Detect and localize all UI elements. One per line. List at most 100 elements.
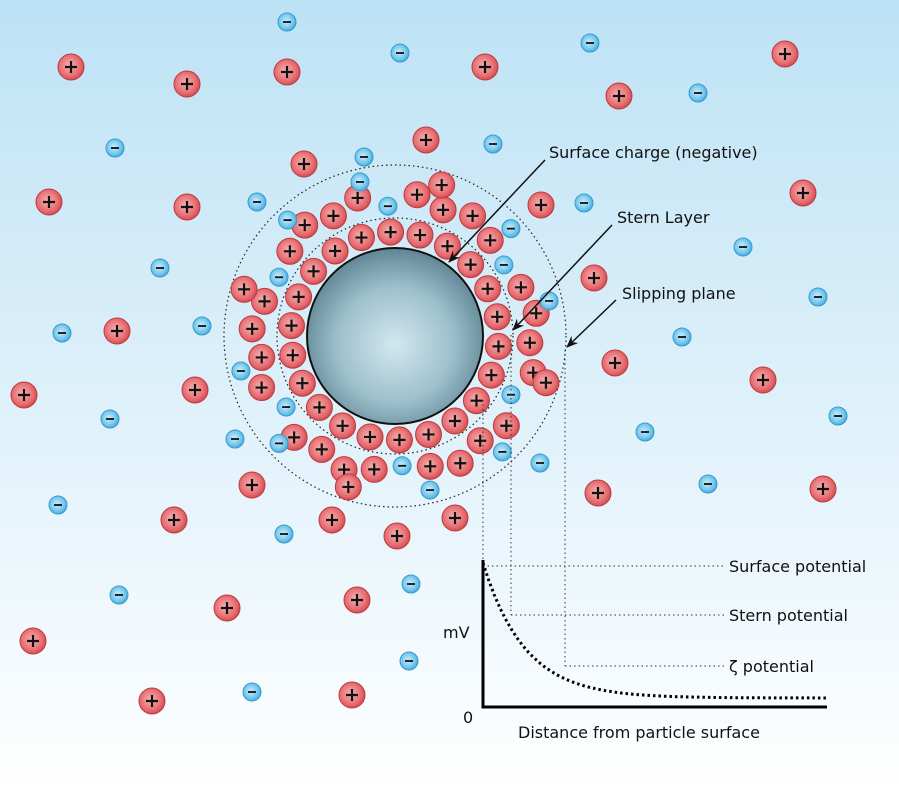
positive-ion: [347, 224, 375, 252]
positive-ion: [483, 303, 511, 331]
negative-ion: [378, 196, 398, 216]
positive-ion: [385, 426, 413, 454]
positive-ion: [230, 275, 258, 303]
negative-ion: [733, 237, 753, 257]
positive-ion: [338, 681, 366, 709]
positive-ion: [19, 627, 47, 655]
positive-ion: [527, 191, 555, 219]
negative-ion: [278, 210, 298, 230]
positive-ion: [160, 506, 188, 534]
positive-ion: [771, 40, 799, 68]
positive-ion: [285, 283, 313, 311]
positive-ion: [290, 150, 318, 178]
negative-ion: [274, 524, 294, 544]
positive-ion: [457, 251, 485, 279]
particle: [306, 247, 484, 425]
negative-ion: [530, 453, 550, 473]
positive-ion: [476, 226, 504, 254]
positive-ion: [279, 341, 307, 369]
negative-ion: [276, 397, 296, 417]
negative-ion: [492, 442, 512, 462]
positive-ion: [329, 412, 357, 440]
positive-ion: [181, 376, 209, 404]
negative-ion: [225, 429, 245, 449]
positive-ion: [441, 407, 469, 435]
positive-ion: [406, 221, 434, 249]
negative-ion: [539, 291, 559, 311]
negative-ion: [635, 422, 655, 442]
x-axis-label: Distance from particle surface: [518, 723, 760, 742]
positive-ion: [474, 275, 502, 303]
positive-ion: [433, 232, 461, 260]
positive-ion: [415, 420, 443, 448]
negative-ion: [242, 682, 262, 702]
negative-ion: [828, 406, 848, 426]
positive-ion: [57, 53, 85, 81]
positive-ion: [507, 273, 535, 301]
positive-ion: [532, 369, 560, 397]
positive-ion: [462, 387, 490, 415]
stern-layer-circle: [276, 217, 514, 455]
positive-ion: [344, 184, 372, 212]
negative-ion: [483, 134, 503, 154]
positive-ion: [251, 287, 279, 315]
positive-ion: [278, 312, 306, 340]
positive-ion: [308, 435, 336, 463]
positive-ion: [789, 179, 817, 207]
surface-charge-label: Surface charge (negative): [549, 143, 758, 162]
positive-ion: [291, 211, 319, 239]
positive-ion: [492, 412, 520, 440]
zeta-potential-label: ζ potential: [729, 657, 814, 676]
positive-ion: [248, 343, 276, 371]
negative-ion: [109, 585, 129, 605]
positive-ion: [601, 349, 629, 377]
potential-graph: mV 0 Distance from particle surface Surf…: [443, 557, 866, 742]
negative-ion: [48, 495, 68, 515]
slipping-plane-label: Slipping plane: [622, 284, 736, 303]
positive-ion: [605, 82, 633, 110]
positive-ion: [428, 171, 456, 199]
positive-ion: [273, 58, 301, 86]
negative-ion: [698, 474, 718, 494]
positive-ion: [383, 522, 411, 550]
positive-ion: [584, 479, 612, 507]
surface-potential-label: Surface potential: [729, 557, 866, 576]
positive-ion: [471, 53, 499, 81]
potential-curve: [481, 562, 826, 700]
negative-ion: [269, 267, 289, 287]
positive-ion: [300, 257, 328, 285]
negative-ion: [574, 193, 594, 213]
negative-ion: [672, 327, 692, 347]
positive-ion: [238, 315, 266, 343]
positive-ion: [343, 586, 371, 614]
positive-ion: [429, 196, 457, 224]
stern-potential-label: Stern potential: [729, 606, 848, 625]
positive-ion: [466, 427, 494, 455]
positive-ion: [319, 202, 347, 230]
positive-ion: [173, 193, 201, 221]
positive-ion: [173, 70, 201, 98]
graph-axes: [481, 560, 827, 709]
positive-ion: [403, 181, 431, 209]
positive-ion: [441, 504, 469, 532]
positive-ion: [321, 237, 349, 265]
negative-ion: [247, 192, 267, 212]
positive-ion: [213, 594, 241, 622]
positive-ion: [459, 202, 487, 230]
positive-ion: [809, 475, 837, 503]
positive-ion: [103, 317, 131, 345]
negative-ion: [277, 12, 297, 32]
projection-lines: [482, 335, 724, 667]
positive-ion: [318, 506, 346, 534]
positive-ion: [238, 471, 266, 499]
positive-ion: [377, 218, 405, 246]
negative-ion: [808, 287, 828, 307]
negative-ion: [390, 43, 410, 63]
negative-ion: [420, 480, 440, 500]
negative-ion: [150, 258, 170, 278]
slipping-plane-arrow: [566, 299, 617, 348]
ions-layer: [10, 12, 848, 715]
y-axis-label: mV: [443, 623, 470, 642]
negative-ion: [399, 651, 419, 671]
slipping-plane-circle: [223, 164, 567, 508]
